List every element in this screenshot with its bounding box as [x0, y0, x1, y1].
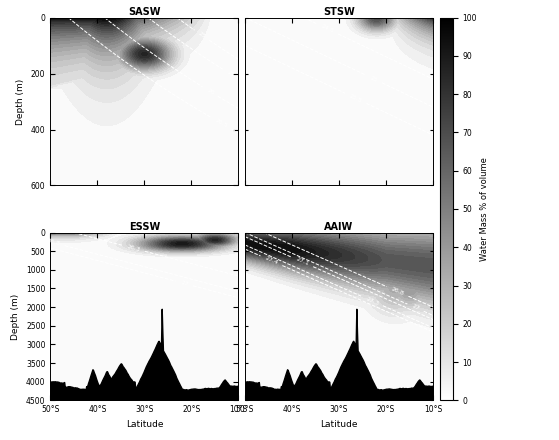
Text: 26.8: 26.8: [390, 286, 405, 297]
Title: STSW: STSW: [323, 7, 355, 17]
Text: 25: 25: [197, 31, 207, 40]
X-axis label: Latitude: Latitude: [320, 420, 358, 429]
Title: AAIW: AAIW: [324, 222, 354, 232]
Text: 26.8: 26.8: [46, 238, 60, 247]
Text: 25: 25: [369, 75, 378, 83]
Text: 24.5: 24.5: [320, 24, 335, 34]
Text: 26.3: 26.3: [126, 244, 141, 253]
Text: 27: 27: [180, 280, 189, 287]
Title: SASW: SASW: [128, 7, 160, 17]
Y-axis label: Depth (m): Depth (m): [11, 293, 20, 340]
Text: 25.4: 25.4: [225, 70, 240, 81]
Text: 26: 26: [206, 88, 215, 96]
Title: ESSW: ESSW: [129, 222, 160, 232]
Text: 26.5: 26.5: [214, 118, 229, 129]
Text: 27.4: 27.4: [264, 256, 279, 266]
Text: 25.5: 25.5: [348, 93, 363, 103]
X-axis label: Latitude: Latitude: [126, 420, 163, 429]
Text: 27: 27: [411, 304, 420, 312]
Text: 27.3: 27.3: [364, 296, 380, 306]
Y-axis label: Water Mass % of volume: Water Mass % of volume: [480, 157, 489, 261]
Text: 27.1: 27.1: [295, 257, 310, 267]
Y-axis label: Depth (m): Depth (m): [16, 78, 25, 125]
